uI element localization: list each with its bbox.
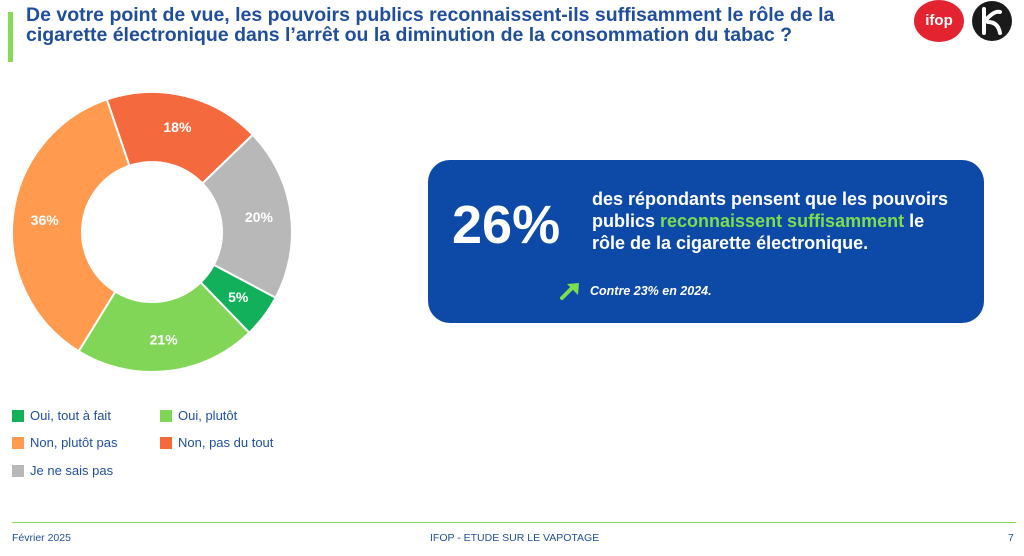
slice-label: 21% (150, 331, 179, 347)
donut-slice (11, 98, 131, 353)
donut-svg: 20% 5% 21% 36% 18% (11, 91, 293, 373)
ifop-logo: ifop (914, 0, 964, 42)
donut-slice (200, 133, 293, 300)
ifop-logo-text: ifop (925, 12, 953, 29)
footer-divider (12, 522, 1016, 523)
legend-label: Je ne sais pas (30, 463, 114, 478)
legend-swatch (12, 409, 24, 422)
legend-item: Non, plutôt pas (12, 435, 117, 450)
legend-label: Oui, plutôt (178, 408, 238, 423)
slice-label: 5% (228, 289, 249, 305)
legend-item: Je ne sais pas (12, 463, 113, 478)
legend-swatch (12, 464, 24, 477)
footer-date: Février 2025 (12, 532, 71, 544)
legend-label: Non, pas du tout (178, 435, 274, 450)
donut-chart: 20% 5% 21% 36% 18% (0, 80, 310, 390)
legend-item: Oui, tout à fait (12, 408, 111, 423)
slice-label: 20% (245, 209, 274, 225)
legend-label: Non, plutôt pas (30, 435, 118, 450)
legend-item: Oui, plutôt (160, 408, 237, 423)
trend-up-arrow-icon (560, 283, 579, 300)
footer-study-name: IFOP - ETUDE SUR LE VAPOTAGE (430, 532, 600, 544)
card-text-after: le rôle de la cigarette électronique. (592, 211, 925, 253)
slice-label: 36% (31, 212, 60, 228)
card-text: des répondants pensent que les pouvoirs … (592, 188, 962, 254)
title-accent-bar (8, 12, 13, 62)
legend-item: Non, pas du tout (160, 435, 273, 450)
donut-slice (77, 280, 251, 373)
highlight-card: 26% des répondants pensent que les pouvo… (428, 160, 984, 323)
legend-label: Oui, tout à fait (30, 408, 111, 423)
card-text-highlight: reconnaissent suffisamment (660, 211, 905, 231)
card-text-before: des répondants pensent que les pouvoirs … (592, 189, 949, 231)
k-logo (970, 0, 1014, 42)
card-note-text: Contre 23% en 2024. (590, 284, 712, 298)
card-big-value: 26% (452, 195, 561, 255)
card-note: Contre 23% en 2024. (560, 282, 712, 300)
legend-swatch (12, 436, 24, 449)
footer-page-number: 7 (1008, 532, 1014, 544)
page-title: De votre point de vue, les pouvoirs publ… (26, 4, 835, 46)
donut-slice (105, 91, 255, 185)
legend-swatch (160, 436, 172, 449)
slice-label: 18% (163, 119, 192, 135)
legend-swatch (160, 409, 172, 422)
